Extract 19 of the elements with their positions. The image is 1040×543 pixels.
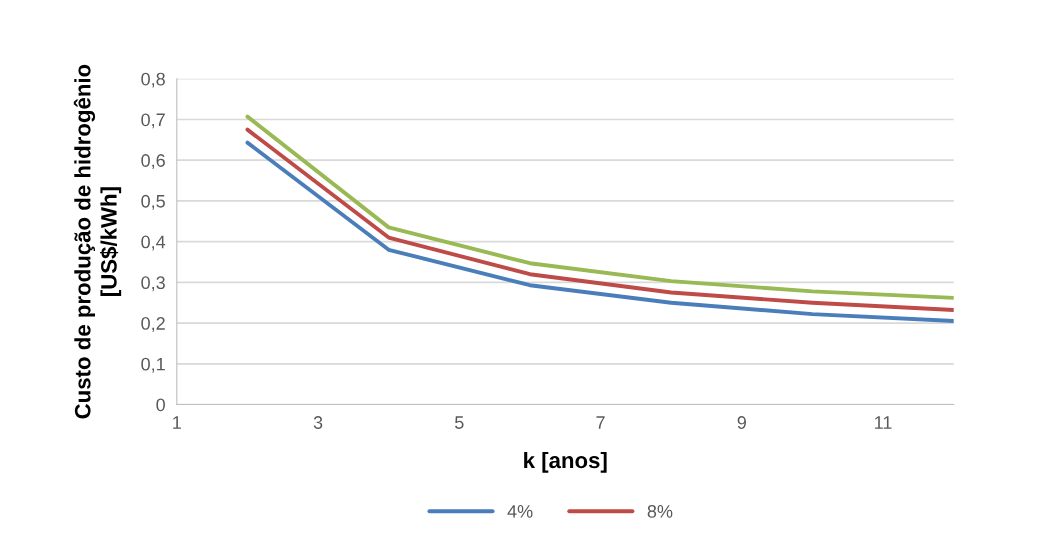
- y-tick-label: 0,5: [141, 194, 165, 210]
- y-tick-label: 0,3: [141, 276, 165, 292]
- legend-label: 4%: [507, 505, 533, 518]
- x-tick-label: 1: [173, 416, 181, 429]
- x-tick-label: 5: [455, 416, 464, 429]
- x-axis-title: k [anos]: [524, 451, 607, 473]
- y-tick-label: 0,1: [141, 357, 165, 373]
- y-tick-label: 0,7: [141, 113, 165, 129]
- y-tick-label: 0,6: [141, 154, 165, 170]
- y-tick-label: 0,2: [141, 317, 165, 332]
- y-tick-label: 0: [156, 398, 165, 412]
- y-tick-label: 0,4: [141, 235, 166, 251]
- x-tick-label: 9: [737, 416, 746, 429]
- y-axis-title: Custo de produção de hidrogênio [US$/kWh]: [73, 64, 122, 419]
- x-tick-label: 3: [313, 416, 323, 429]
- x-tick-label: 7: [596, 416, 605, 429]
- y-tick-label: 0,8: [141, 72, 165, 88]
- legend-label: 8%: [647, 504, 673, 518]
- x-tick-label: 11: [875, 416, 892, 429]
